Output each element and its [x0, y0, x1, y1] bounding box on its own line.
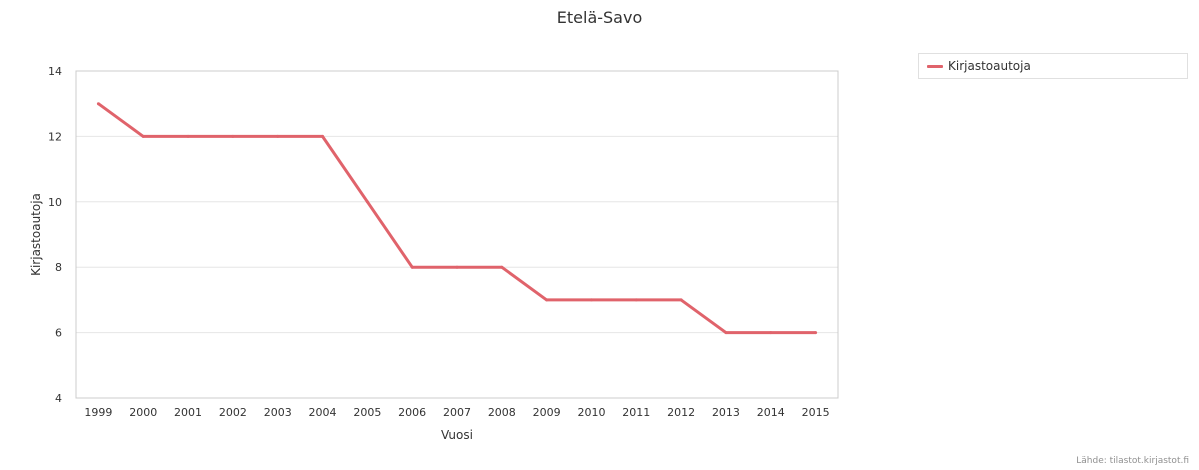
x-tick-label: 2010	[577, 406, 605, 419]
y-tick-label: 8	[55, 261, 62, 274]
x-tick-label: 2007	[443, 406, 471, 419]
x-tick-label: 2015	[802, 406, 830, 419]
y-tick-label: 4	[55, 392, 62, 405]
plot-area	[75, 70, 839, 399]
x-tick-label: 2001	[174, 406, 202, 419]
x-axis: 1999 2000 2001 2002 2003 2004 2005 2006 2007 2008…	[84, 406, 829, 419]
legend-label: Kirjastoautoja	[948, 59, 1031, 73]
x-tick-label: 2002	[219, 406, 247, 419]
data-point[interactable]	[769, 331, 773, 335]
y-axis: 4 6 8 10 12 14	[48, 65, 62, 405]
data-point[interactable]	[545, 298, 549, 302]
x-tick-label: 2013	[712, 406, 740, 419]
legend[interactable]: Kirjastoautoja	[918, 53, 1188, 79]
y-tick-label: 14	[48, 65, 62, 78]
data-point[interactable]	[276, 134, 280, 138]
data-point[interactable]	[231, 134, 235, 138]
gridlines	[76, 70, 838, 399]
x-tick-label: 2004	[309, 406, 337, 419]
x-tick-label: 2009	[533, 406, 561, 419]
x-tick-label: 2003	[264, 406, 292, 419]
y-axis-label: Kirjastoautoja	[29, 193, 43, 276]
data-point[interactable]	[186, 134, 190, 138]
data-point[interactable]	[365, 200, 369, 204]
data-point[interactable]	[634, 298, 638, 302]
x-tick-label: 2000	[129, 406, 157, 419]
x-tick-label: 2012	[667, 406, 695, 419]
data-point[interactable]	[455, 265, 459, 269]
data-point[interactable]	[814, 331, 818, 335]
data-point[interactable]	[96, 102, 100, 106]
data-point[interactable]	[679, 298, 683, 302]
data-point[interactable]	[141, 134, 145, 138]
x-tick-label: 2014	[757, 406, 785, 419]
source-credit: Lähde: tilastot.kirjastot.fi	[1076, 456, 1189, 466]
data-point[interactable]	[321, 134, 325, 138]
y-tick-label: 10	[48, 196, 62, 209]
series-line[interactable]	[97, 102, 816, 335]
x-axis-label: Vuosi	[441, 428, 473, 442]
data-point[interactable]	[724, 331, 728, 335]
x-tick-label: 2008	[488, 406, 516, 419]
x-tick-label: 2006	[398, 406, 426, 419]
data-point[interactable]	[589, 298, 593, 302]
chart-title: Etelä-Savo	[556, 8, 643, 27]
x-tick-label: 2011	[622, 406, 650, 419]
x-tick-label: 2005	[353, 406, 381, 419]
x-tick-label: 1999	[84, 406, 112, 419]
y-tick-label: 6	[55, 327, 62, 340]
legend-swatch	[927, 65, 943, 68]
data-point[interactable]	[500, 265, 504, 269]
y-tick-label: 12	[48, 130, 62, 143]
data-point[interactable]	[410, 265, 414, 269]
series-layer	[96, 102, 818, 335]
